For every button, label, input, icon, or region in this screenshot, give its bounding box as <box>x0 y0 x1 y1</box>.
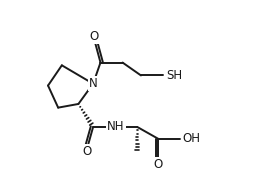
Text: O: O <box>90 30 99 43</box>
Text: NH: NH <box>107 121 125 133</box>
Text: N: N <box>89 77 98 90</box>
Text: O: O <box>154 158 163 171</box>
Text: SH: SH <box>166 69 182 82</box>
Text: OH: OH <box>182 132 200 145</box>
Text: O: O <box>82 145 91 158</box>
